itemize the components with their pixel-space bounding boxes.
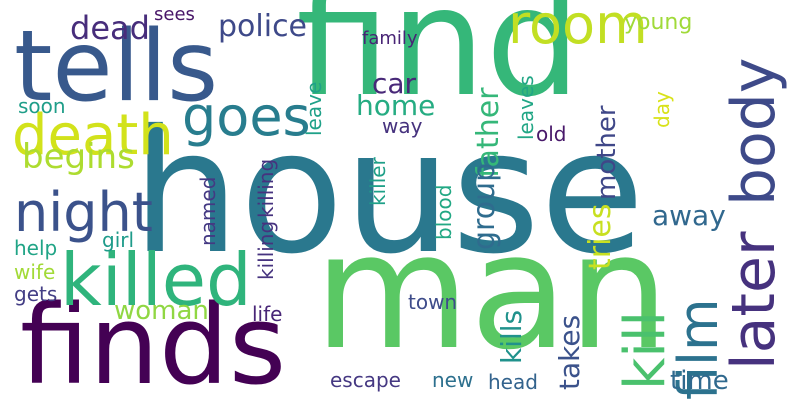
- word-killer-1: killer: [366, 157, 390, 206]
- word-room: room: [508, 0, 648, 56]
- word-help: help: [14, 236, 58, 260]
- word-kill: kill: [613, 310, 678, 390]
- word-day: day: [650, 91, 674, 128]
- word-sees: sees: [154, 4, 195, 25]
- word-family: family: [362, 28, 418, 49]
- word-tries: tries: [583, 203, 618, 270]
- word-new: new: [432, 368, 474, 392]
- word-way: way: [382, 114, 423, 138]
- word-tells: tells: [14, 10, 219, 124]
- word-life: life: [252, 302, 283, 326]
- word-killed: killed: [60, 238, 252, 322]
- word-begins: begins: [22, 137, 135, 177]
- word-finds: finds: [20, 281, 287, 405]
- word-goes: goes: [182, 85, 311, 148]
- word-town: town: [408, 290, 458, 314]
- word-find: find: [296, 0, 581, 130]
- word-old: old: [536, 122, 567, 146]
- word-group: group: [467, 162, 502, 250]
- word-blood: blood: [432, 184, 456, 240]
- word-home: home: [356, 89, 436, 122]
- word-dead: dead: [70, 9, 150, 47]
- word-car: car: [372, 67, 417, 100]
- word-time: time: [670, 366, 729, 396]
- word-body: body: [719, 57, 789, 206]
- word-head: head: [488, 370, 538, 394]
- word-leave: leave: [302, 81, 326, 136]
- word-takes: takes: [553, 314, 586, 390]
- word-leaves: leaves: [514, 75, 538, 140]
- word-night: night: [14, 181, 153, 244]
- word-girl: girl: [102, 228, 135, 252]
- word-soon: soon: [18, 94, 66, 118]
- word-man: man: [314, 198, 670, 385]
- word-named: named: [196, 176, 220, 246]
- word-killing-2: killing: [254, 220, 278, 280]
- word-later: later: [719, 231, 789, 370]
- word-killing: killing: [254, 158, 278, 218]
- word-wife: wife: [14, 260, 56, 284]
- word-gets: gets: [14, 282, 58, 306]
- word-woman: woman: [114, 296, 209, 326]
- word-death: death: [12, 103, 174, 168]
- word-police: police: [218, 9, 308, 44]
- word-young: young: [624, 10, 693, 35]
- word-house: house: [132, 94, 645, 292]
- word-away: away: [652, 199, 726, 232]
- word-escape: escape: [330, 368, 401, 392]
- word-kills: kills: [495, 309, 528, 364]
